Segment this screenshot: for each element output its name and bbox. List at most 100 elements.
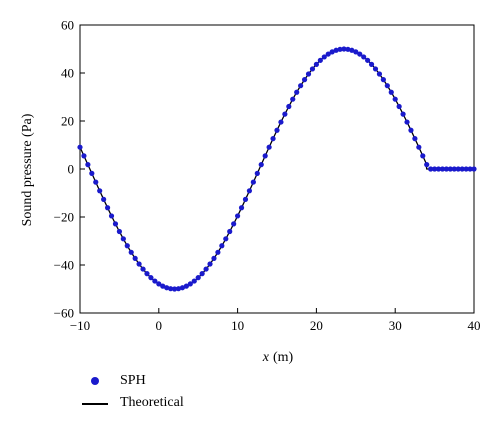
sph-point — [290, 96, 296, 102]
legend: SPH Theoretical — [78, 370, 184, 414]
sph-point — [298, 83, 304, 89]
legend-label-sph: SPH — [120, 373, 146, 388]
sph-point — [270, 136, 276, 142]
plot-frame — [79, 24, 475, 314]
sph-point — [104, 205, 111, 211]
y-tick-label: 0 — [68, 162, 75, 177]
sph-point — [128, 249, 134, 255]
sph-point — [313, 61, 319, 67]
sph-point — [258, 162, 264, 168]
sph-point — [432, 166, 438, 172]
sph-point — [376, 71, 383, 77]
sph-point — [183, 283, 189, 289]
y-tick-label: 20 — [61, 114, 74, 129]
sph-point — [416, 144, 422, 150]
sph-point — [345, 46, 351, 52]
sph-point — [231, 221, 237, 227]
sph-point — [246, 188, 253, 194]
sph-point — [286, 103, 292, 110]
sph-point — [420, 153, 426, 159]
sph-point — [171, 286, 178, 292]
sph-point — [156, 281, 162, 287]
sph-point — [175, 286, 182, 292]
sph-point — [361, 54, 367, 60]
sph-point — [164, 285, 170, 291]
sph-point — [404, 119, 410, 125]
theoretical-line — [79, 48, 474, 290]
sph-point — [412, 136, 418, 142]
sph-point — [219, 243, 225, 249]
y-tick-label: 60 — [61, 18, 74, 33]
sph-point — [380, 77, 386, 83]
sph-point — [274, 127, 280, 133]
sph-point — [471, 166, 477, 172]
sph-point — [455, 166, 461, 172]
sph-point — [337, 46, 343, 52]
sph-point — [435, 166, 442, 172]
x-tick-label: 10 — [231, 318, 244, 333]
y-tick-label: 40 — [61, 66, 74, 81]
sph-point — [203, 266, 209, 272]
sph-point — [227, 228, 233, 235]
sph-point — [179, 285, 186, 291]
sph-point — [152, 278, 158, 284]
x-tick-label: 0 — [156, 318, 163, 333]
sph-point — [463, 166, 469, 172]
sph-point — [108, 213, 115, 219]
theoretical-series — [79, 48, 474, 290]
sph-point — [459, 166, 465, 172]
sph-point — [168, 286, 174, 292]
sph-point — [223, 236, 229, 242]
y-tick-label: −40 — [54, 258, 74, 273]
sph-point — [242, 196, 249, 202]
sph-point — [321, 54, 327, 60]
x-tick-label: 30 — [389, 318, 402, 333]
sph-point — [81, 153, 87, 159]
sph-point — [235, 213, 241, 219]
sph-point — [140, 266, 146, 272]
sph-point — [254, 170, 260, 176]
legend-marker-theoretical — [78, 392, 112, 414]
axes: −10 0 10 20 30 40 −60 −40 −20 0 20 40 60 — [54, 18, 481, 334]
legend-marker-sph — [78, 370, 112, 392]
sph-point — [215, 249, 221, 255]
sph-point — [309, 66, 316, 72]
sph-point — [144, 271, 150, 277]
sph-point — [305, 71, 312, 77]
sph-point — [341, 46, 347, 52]
sph-point — [112, 221, 119, 227]
sph-point — [365, 57, 371, 63]
sph-point — [120, 236, 126, 242]
sph-point — [199, 271, 205, 277]
legend-item-theoretical: Theoretical — [78, 392, 184, 414]
sph-point — [282, 111, 288, 117]
legend-item-sph: SPH — [78, 370, 184, 392]
sph-point — [266, 144, 272, 150]
sph-point — [451, 166, 457, 172]
sph-point — [443, 166, 450, 172]
sph-point — [187, 281, 193, 287]
sph-point — [85, 162, 91, 168]
sph-point — [116, 228, 122, 235]
sph-point — [329, 49, 335, 55]
sph-point — [357, 51, 363, 57]
sph-point — [325, 51, 331, 57]
sph-point — [408, 127, 414, 133]
sph-point — [97, 188, 103, 194]
sph-point — [160, 283, 166, 289]
y-tick-label: −60 — [54, 306, 74, 321]
sph-point — [136, 261, 142, 267]
y-tick-label: −20 — [54, 210, 74, 225]
sph-point — [353, 49, 359, 55]
sph-point — [388, 89, 394, 95]
sph-point — [77, 144, 83, 150]
sph-point — [400, 111, 406, 117]
sph-point — [101, 196, 107, 202]
sph-point — [372, 66, 379, 72]
sph-series — [77, 46, 477, 292]
sph-point — [317, 57, 323, 63]
sph-point — [294, 89, 300, 95]
sph-point — [191, 278, 197, 284]
sph-point — [301, 77, 308, 83]
